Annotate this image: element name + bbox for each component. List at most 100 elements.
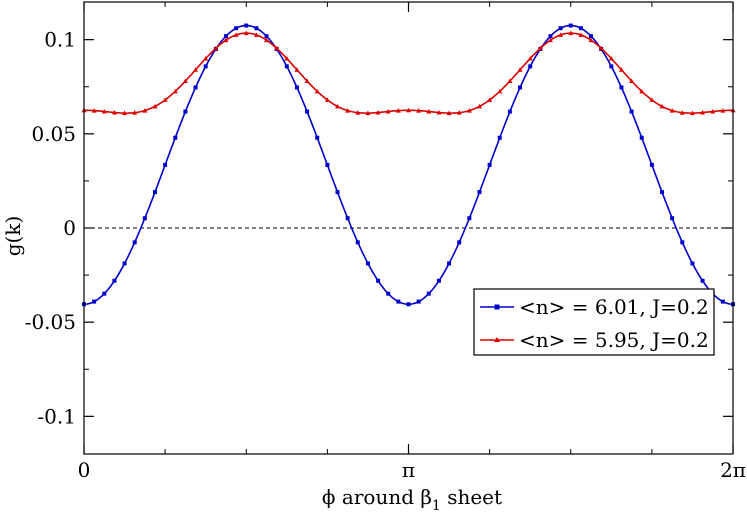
data-point <box>406 107 411 113</box>
data-point <box>324 97 330 102</box>
data-point <box>578 26 583 31</box>
data-point <box>558 32 564 37</box>
data-point <box>537 45 543 51</box>
data-point <box>518 85 523 90</box>
data-point <box>173 135 178 140</box>
x-tick-label: π <box>402 458 415 482</box>
data-point <box>689 110 695 116</box>
data-point <box>649 97 655 102</box>
data-point <box>243 30 249 36</box>
data-point <box>618 67 624 72</box>
data-point <box>416 299 421 304</box>
data-point <box>162 97 168 102</box>
data-point <box>294 85 299 90</box>
data-point <box>142 108 148 113</box>
data-point <box>223 34 228 39</box>
data-point <box>690 261 695 266</box>
data-point <box>487 97 493 102</box>
data-point <box>467 216 472 221</box>
x-tick-label: 2π <box>720 458 746 482</box>
legend-label-2: <n> = 5.95, J=0.2 <box>519 328 709 352</box>
data-point <box>112 278 117 283</box>
data-point <box>314 88 320 94</box>
data-point <box>416 108 422 113</box>
data-point <box>720 108 726 113</box>
data-point <box>507 78 513 84</box>
data-point <box>264 37 270 43</box>
x-tick-label: 0 <box>78 458 91 482</box>
data-point <box>406 302 411 307</box>
data-point <box>476 103 482 109</box>
data-point <box>589 34 594 39</box>
data-point <box>436 278 441 283</box>
data-point <box>447 261 452 266</box>
legend-swatch-marker-2 <box>494 337 500 342</box>
data-point <box>213 45 219 51</box>
data-point <box>132 240 137 245</box>
data-point <box>446 110 452 116</box>
data-point <box>244 23 249 28</box>
data-point <box>376 278 381 283</box>
data-point <box>182 78 188 84</box>
data-point <box>304 78 310 84</box>
series-line-2 <box>83 32 734 114</box>
y-tick-label: -0.1 <box>37 404 76 428</box>
data-point <box>680 240 685 245</box>
data-point <box>578 32 584 37</box>
data-point <box>426 291 431 296</box>
data-point <box>294 67 300 72</box>
data-point <box>335 103 341 109</box>
data-point <box>497 88 503 94</box>
x-axis-label-subscript: 1 <box>432 498 441 514</box>
data-point <box>639 88 645 94</box>
data-point <box>558 26 563 31</box>
data-point <box>345 108 351 113</box>
data-point <box>163 162 168 167</box>
y-tick-label: -0.05 <box>25 310 76 334</box>
data-point <box>608 56 614 61</box>
legend-entry-2: <n> = 5.95, J=0.2 <box>480 328 709 352</box>
data-point <box>172 88 178 94</box>
data-point <box>517 67 523 72</box>
data-point <box>152 103 158 109</box>
data-point <box>142 216 147 221</box>
data-point <box>598 45 604 51</box>
data-point <box>111 110 117 115</box>
data-point <box>122 110 128 116</box>
data-point <box>325 162 330 167</box>
y-tick-label: 0 <box>63 216 76 240</box>
data-point <box>568 30 574 36</box>
data-point <box>233 32 239 37</box>
data-point <box>183 109 188 114</box>
x-axis-label: ϕ around β1 sheet <box>322 485 502 514</box>
legend-swatch-marker-1 <box>494 304 500 310</box>
data-point <box>700 278 705 283</box>
series-1 <box>82 23 735 307</box>
data-point <box>395 108 401 113</box>
data-point <box>639 135 644 140</box>
legend-label-1: <n> = 6.01, J=0.2 <box>519 295 709 319</box>
y-tick-label: 0.1 <box>44 28 76 52</box>
data-point <box>305 109 310 114</box>
data-point <box>528 64 533 69</box>
data-point <box>355 110 361 115</box>
data-point <box>365 261 370 266</box>
data-point <box>91 108 97 113</box>
data-point <box>456 110 462 115</box>
data-point <box>700 110 706 115</box>
data-point <box>152 190 157 195</box>
data-point <box>132 110 138 115</box>
data-point <box>720 299 725 304</box>
data-point <box>92 299 97 304</box>
data-point <box>386 291 391 296</box>
data-point <box>527 56 533 61</box>
data-point <box>122 261 127 266</box>
data-point <box>670 216 675 221</box>
data-point <box>193 67 199 72</box>
data-point <box>477 190 482 195</box>
data-point <box>315 135 320 140</box>
data-point <box>274 45 280 51</box>
data-point <box>335 190 340 195</box>
data-point <box>426 108 432 114</box>
